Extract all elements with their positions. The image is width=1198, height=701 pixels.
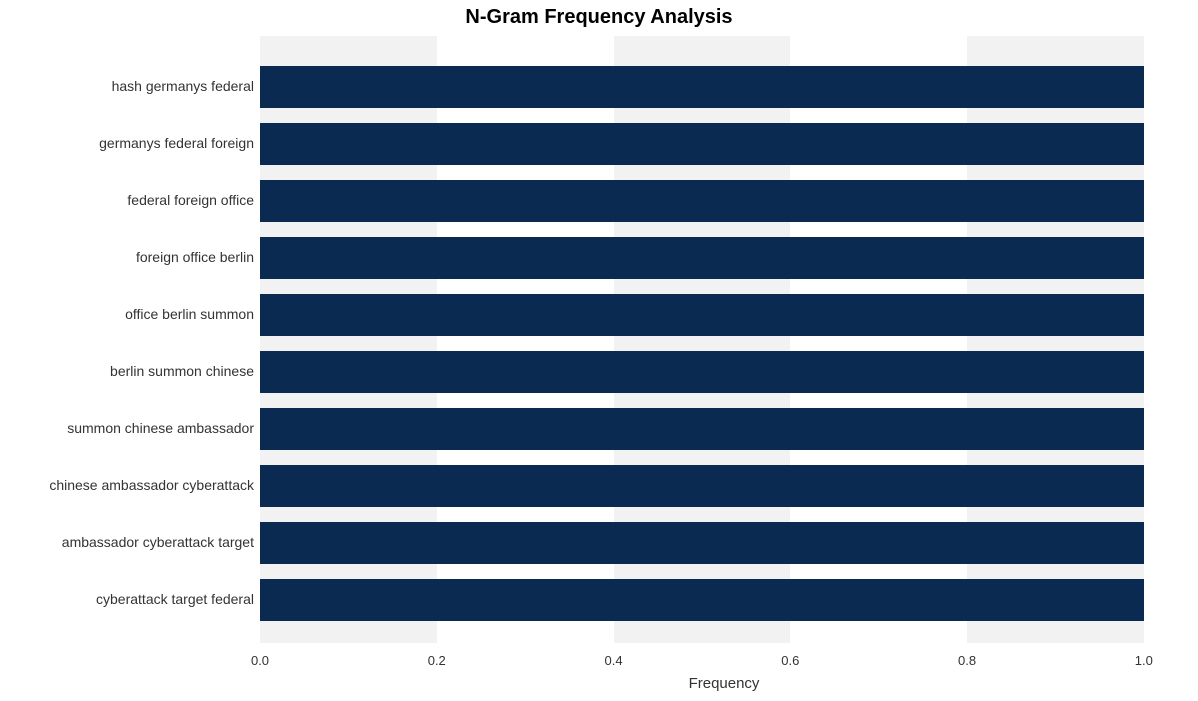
y-axis-label: federal foreign office bbox=[127, 192, 260, 208]
bar bbox=[260, 465, 1144, 507]
ngram-frequency-chart: N-Gram Frequency Analysis hash germanys … bbox=[0, 0, 1198, 701]
y-axis-label: chinese ambassador cyberattack bbox=[49, 477, 260, 493]
x-axis-tick: 0.8 bbox=[958, 653, 976, 668]
x-axis-tick: 0.6 bbox=[781, 653, 799, 668]
bar bbox=[260, 237, 1144, 279]
chart-title: N-Gram Frequency Analysis bbox=[0, 6, 1198, 29]
bar bbox=[260, 66, 1144, 108]
y-axis-label: office berlin summon bbox=[125, 306, 260, 322]
x-axis-title: Frequency bbox=[260, 675, 1188, 692]
bar bbox=[260, 351, 1144, 393]
bar bbox=[260, 522, 1144, 564]
bar bbox=[260, 123, 1144, 165]
bar bbox=[260, 180, 1144, 222]
y-axis-label: cyberattack target federal bbox=[96, 591, 260, 607]
x-axis-tick: 1.0 bbox=[1135, 653, 1153, 668]
y-axis-label: hash germanys federal bbox=[112, 78, 260, 94]
y-axis-label: summon chinese ambassador bbox=[67, 420, 260, 436]
bar bbox=[260, 294, 1144, 336]
x-axis-tick: 0.0 bbox=[251, 653, 269, 668]
y-axis-label: berlin summon chinese bbox=[110, 363, 260, 379]
y-axis-label: foreign office berlin bbox=[136, 249, 260, 265]
plot-area bbox=[260, 36, 1188, 643]
grid-band bbox=[1144, 36, 1188, 643]
y-axis-label: ambassador cyberattack target bbox=[62, 534, 260, 550]
x-axis-tick: 0.4 bbox=[604, 653, 622, 668]
bar bbox=[260, 579, 1144, 621]
y-axis-label: germanys federal foreign bbox=[99, 135, 260, 151]
bar bbox=[260, 408, 1144, 450]
y-axis-labels: hash germanys federal germanys federal fo… bbox=[0, 36, 260, 643]
x-axis-tick: 0.2 bbox=[428, 653, 446, 668]
